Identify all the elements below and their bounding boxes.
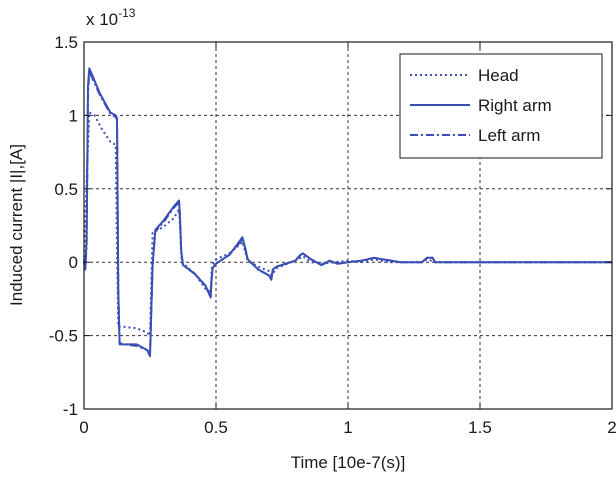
x-axis-label: Time [10e-7(s)] <box>291 453 406 472</box>
legend-label-head: Head <box>478 66 519 85</box>
exponent-power: -13 <box>118 6 136 20</box>
y-axis-label: Induced current |I|,[A] <box>7 144 26 306</box>
legend: Head Right arm Left arm <box>399 53 603 159</box>
legend-label-left-arm: Left arm <box>478 126 540 145</box>
exponent-base: x 10 <box>86 10 118 29</box>
exponent-label: x 10-13 <box>86 6 136 29</box>
y-tick-label: -0.5 <box>49 327 78 346</box>
y-tick-label: 1.5 <box>54 33 78 52</box>
series-lines <box>83 67 612 358</box>
x-tick-label: 1 <box>343 418 352 437</box>
x-tick-label: 1.5 <box>468 418 492 437</box>
y-tick-label: 0 <box>69 253 78 272</box>
ticks: 0 0.5 1 1.5 2 -1 -0.5 0 0.5 1 1.5 <box>49 33 616 437</box>
x-tick-label: 0 <box>79 418 88 437</box>
x-tick-label: 0.5 <box>204 418 228 437</box>
y-tick-label: -1 <box>63 400 78 419</box>
series-line-left-arm <box>83 70 612 356</box>
legend-label-right-arm: Right arm <box>478 96 552 115</box>
y-tick-label: 0.5 <box>54 180 78 199</box>
y-tick-label: 1 <box>69 106 78 125</box>
x-tick-label: 2 <box>607 418 616 437</box>
